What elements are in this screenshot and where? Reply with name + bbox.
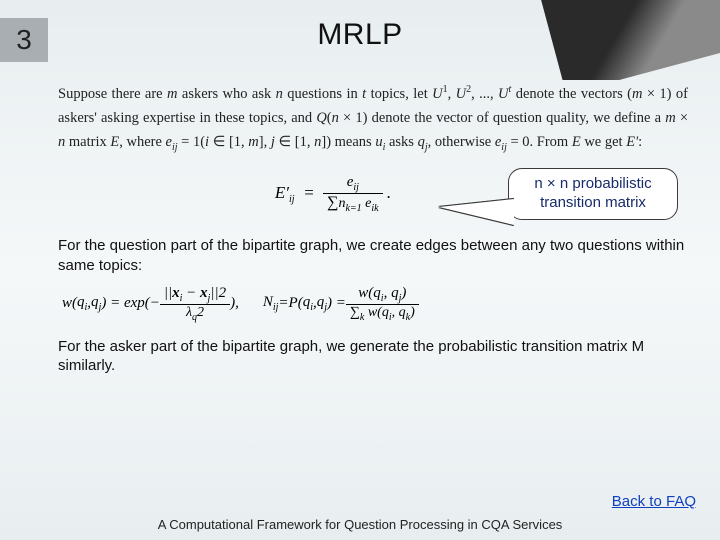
paragraph-intro: Suppose there are m askers who ask n que…	[58, 82, 688, 156]
frac-den-var: e	[362, 196, 372, 211]
formula-e-prime-row: E′ij = eij ∑nk=1 eik . n × n probabilist…	[58, 166, 688, 222]
frac-den-var-sub: ik	[371, 203, 378, 214]
back-to-faq-link[interactable]: Back to FAQ	[612, 493, 696, 510]
formula-weights-row: w(qi, qj) = exp(− ||xi − xj||2λq2 ), Nij…	[58, 285, 688, 323]
slide-title: MRLP	[0, 18, 720, 52]
content-area: Suppose there are m askers who ask n que…	[58, 82, 688, 376]
formula-lhs: E′	[275, 183, 289, 202]
frac-den-sub: k=1	[345, 203, 361, 214]
formula-lhs-sub: ij	[289, 194, 295, 205]
formula-transition-n: Nij = P(qi, qj) = w(qi, qj)∑k w(qi, qk)	[263, 285, 419, 323]
frac-num-sub: ij	[353, 182, 359, 193]
callout-transition-matrix: n × n probabilistic transition matrix	[508, 168, 678, 220]
formula-period: .	[387, 183, 391, 202]
callout-line2: transition matrix	[540, 194, 646, 211]
formula-e-prime: E′ij = eij ∑nk=1 eik .	[275, 174, 391, 214]
paragraph-question-part: For the question part of the bipartite g…	[58, 236, 688, 275]
frac-den-sum: ∑	[327, 194, 338, 211]
footer-text: A Computational Framework for Question P…	[0, 517, 720, 532]
formula-weight: w(qi, qj) = exp(− ||xi − xj||2λq2 ),	[62, 285, 239, 323]
callout-line1: n × n probabilistic	[534, 175, 651, 192]
paragraph-asker-part: For the asker part of the bipartite grap…	[58, 337, 688, 376]
